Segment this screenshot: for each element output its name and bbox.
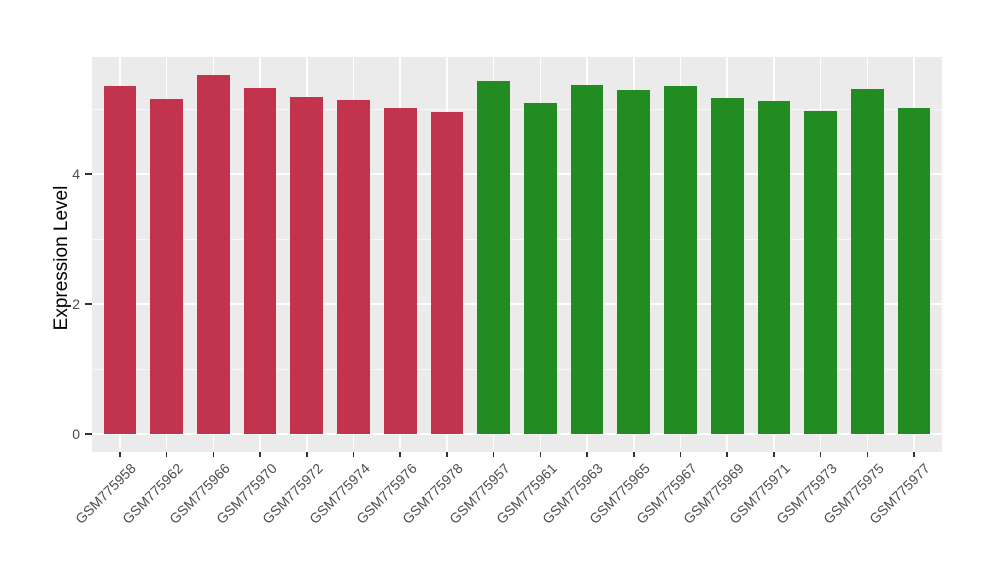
x-tick-mark xyxy=(352,452,355,457)
x-tick-mark xyxy=(819,452,822,457)
bar-GSM775973 xyxy=(804,110,837,434)
y-tick-mark xyxy=(85,433,92,435)
gridline-horizontal-major xyxy=(92,173,942,175)
bar-GSM775965 xyxy=(617,89,651,434)
y-tick-label: 4 xyxy=(72,166,80,182)
bar-GSM775971 xyxy=(757,101,791,434)
x-tick-mark xyxy=(773,452,775,457)
x-tick-mark xyxy=(679,452,682,457)
bar-GSM775978 xyxy=(430,112,464,434)
bar-GSM775961 xyxy=(524,103,557,434)
bar-GSM775970 xyxy=(243,87,277,434)
x-tick-mark xyxy=(446,452,448,457)
x-tick-mark xyxy=(586,452,588,457)
x-tick-mark xyxy=(492,452,495,457)
bar-GSM775958 xyxy=(103,86,137,434)
x-tick-mark xyxy=(212,452,215,457)
gridline-horizontal-minor xyxy=(92,108,942,110)
bar-GSM775969 xyxy=(710,97,744,434)
bar-GSM775962 xyxy=(150,99,184,434)
gridline-horizontal-major xyxy=(92,303,942,305)
plot-panel xyxy=(92,57,942,452)
bar-GSM775974 xyxy=(337,99,370,434)
x-tick-mark xyxy=(306,452,308,457)
bar-GSM775976 xyxy=(383,108,417,434)
gridline-horizontal-minor xyxy=(92,368,942,370)
x-tick-mark xyxy=(165,452,168,457)
x-tick-mark xyxy=(119,452,121,457)
x-tick-mark xyxy=(913,452,915,457)
bar-GSM775975 xyxy=(850,88,884,434)
gridline-horizontal-major xyxy=(92,433,942,435)
x-tick-mark xyxy=(633,452,635,457)
bar-GSM775966 xyxy=(197,75,230,434)
bar-GSM775967 xyxy=(664,85,697,434)
y-tick-label: 0 xyxy=(72,426,80,442)
x-tick-mark xyxy=(259,452,261,457)
y-tick-mark xyxy=(85,173,92,175)
gridline-horizontal-minor xyxy=(92,238,942,240)
x-tick-mark xyxy=(726,452,728,457)
bar-GSM775972 xyxy=(290,96,324,434)
x-tick-mark xyxy=(539,452,542,457)
x-tick-mark xyxy=(399,452,401,457)
x-tick-mark xyxy=(866,452,869,457)
bar-GSM775963 xyxy=(570,84,604,434)
bar-GSM775977 xyxy=(897,107,931,434)
y-tick-label: 2 xyxy=(72,296,80,312)
bar-GSM775957 xyxy=(477,81,510,434)
y-tick-mark xyxy=(85,303,92,305)
